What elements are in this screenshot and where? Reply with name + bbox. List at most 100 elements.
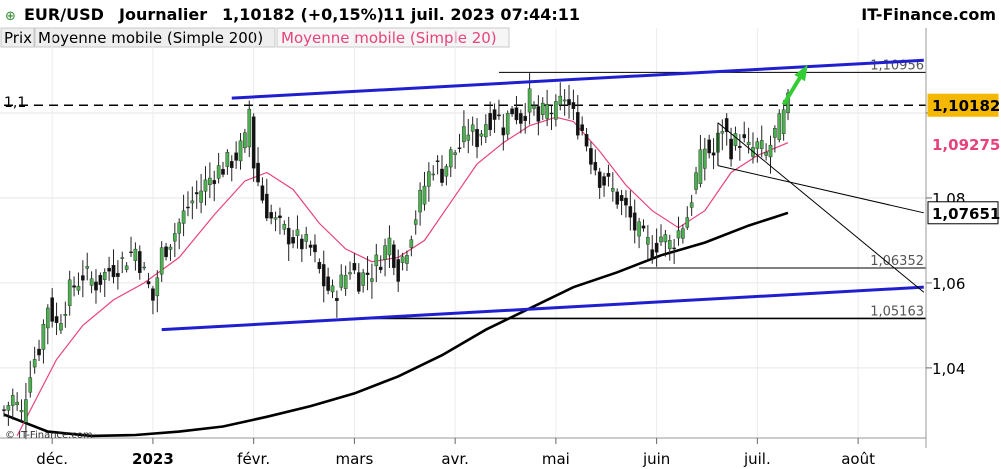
candle-body bbox=[151, 288, 155, 301]
candle-body bbox=[343, 275, 348, 289]
candle-body bbox=[632, 212, 637, 231]
candle-body bbox=[19, 410, 24, 413]
candle-body bbox=[282, 224, 287, 230]
badge-label-sma200: 1,07651 bbox=[932, 205, 1000, 223]
badge-sma20 bbox=[927, 132, 999, 156]
candle-body bbox=[567, 99, 571, 106]
candle-body bbox=[251, 116, 256, 169]
candle-body bbox=[356, 272, 361, 292]
legend-price: Prix bbox=[4, 29, 32, 47]
trend-line bbox=[717, 122, 925, 293]
candle-body bbox=[111, 264, 116, 278]
candle-body bbox=[300, 238, 304, 250]
candle-body bbox=[107, 267, 111, 272]
candle-body bbox=[462, 126, 466, 143]
candle-body bbox=[199, 190, 203, 203]
candle-body bbox=[313, 244, 317, 253]
candle-body bbox=[689, 202, 694, 208]
candle-body bbox=[733, 133, 738, 146]
candle-body bbox=[413, 219, 418, 225]
candle-body bbox=[777, 113, 782, 140]
candle-body bbox=[606, 173, 611, 177]
candle-body bbox=[685, 217, 690, 228]
x-tick-label: avr. bbox=[441, 450, 469, 468]
candle-body bbox=[615, 191, 619, 205]
candle-body bbox=[181, 210, 186, 224]
candle-body bbox=[628, 206, 633, 218]
candle-body bbox=[133, 248, 138, 261]
candle-body bbox=[759, 140, 764, 149]
x-tick-label: 2023 bbox=[132, 450, 174, 468]
badge-label-price: 1,10182 bbox=[932, 97, 1000, 115]
candle-body bbox=[545, 104, 549, 119]
header-period: Journalier bbox=[118, 5, 207, 24]
candle-body bbox=[523, 115, 528, 121]
candle-body bbox=[479, 133, 484, 137]
candle-body bbox=[742, 134, 747, 139]
candle-body bbox=[186, 206, 190, 209]
candle-body bbox=[773, 128, 777, 138]
candle-body bbox=[212, 180, 217, 185]
candle-body bbox=[519, 113, 523, 124]
candle-body bbox=[269, 212, 273, 219]
level-label: 1,06352 bbox=[870, 254, 924, 269]
candle-body bbox=[558, 95, 563, 105]
candle-body bbox=[532, 105, 536, 109]
candle-body bbox=[611, 187, 615, 192]
watermark: © IT-Finance.com bbox=[5, 430, 93, 441]
candle-body bbox=[672, 247, 676, 250]
candle-body bbox=[549, 112, 554, 115]
candle-body bbox=[400, 256, 405, 263]
candle-body bbox=[146, 281, 151, 285]
legend-sma200: Moyenne mobile (Simple 200) bbox=[38, 29, 263, 47]
candle-body bbox=[536, 106, 541, 122]
badge-price bbox=[927, 93, 999, 117]
candle-body bbox=[98, 274, 103, 285]
candle-body bbox=[24, 399, 28, 423]
candle-body bbox=[597, 171, 602, 188]
y-tick-label-left: 1,1 bbox=[4, 95, 26, 111]
candle-body bbox=[589, 148, 593, 165]
candle-body bbox=[32, 359, 37, 368]
candle-body bbox=[562, 99, 567, 102]
candle-body bbox=[225, 152, 230, 167]
candle-body bbox=[352, 262, 357, 271]
candle-body bbox=[681, 228, 685, 239]
candle-body bbox=[698, 149, 703, 184]
candle-body bbox=[370, 278, 374, 282]
currency-icon: ⊕ bbox=[5, 9, 16, 24]
candle-body bbox=[641, 225, 646, 229]
x-tick-label: mai bbox=[542, 450, 570, 468]
candle-body bbox=[738, 145, 742, 148]
candle-body bbox=[659, 236, 663, 243]
x-tick-label: févr. bbox=[237, 450, 270, 468]
header-brand[interactable]: IT-Finance.com bbox=[861, 5, 996, 24]
candle-body bbox=[593, 161, 598, 171]
candle-body bbox=[440, 168, 444, 183]
candle-body bbox=[448, 149, 453, 168]
candle-body bbox=[694, 172, 698, 190]
badge-label-sma20: 1,09275 bbox=[932, 136, 1000, 154]
badge-sma200 bbox=[927, 201, 999, 225]
candle-body bbox=[260, 185, 265, 201]
candle-body bbox=[304, 234, 309, 242]
candle-body bbox=[6, 405, 11, 411]
candle-body bbox=[427, 171, 431, 187]
candle-body bbox=[575, 112, 580, 136]
candle-body bbox=[764, 152, 768, 156]
candle-body bbox=[203, 179, 208, 192]
candle-body bbox=[168, 246, 173, 250]
header-datetime: 11 juil. 2023 07:44:11 bbox=[383, 5, 580, 24]
candle-body bbox=[59, 323, 63, 331]
candle-body bbox=[321, 264, 326, 287]
candle-body bbox=[505, 113, 510, 135]
candle-body bbox=[120, 257, 125, 259]
candle-body bbox=[247, 108, 252, 148]
candle-body bbox=[85, 266, 90, 269]
candle-body bbox=[619, 195, 624, 202]
candle-body bbox=[475, 128, 479, 148]
x-tick-label: juil. bbox=[743, 450, 771, 468]
candle-body bbox=[37, 348, 41, 356]
y-tick-label: 1,06 bbox=[932, 275, 965, 293]
